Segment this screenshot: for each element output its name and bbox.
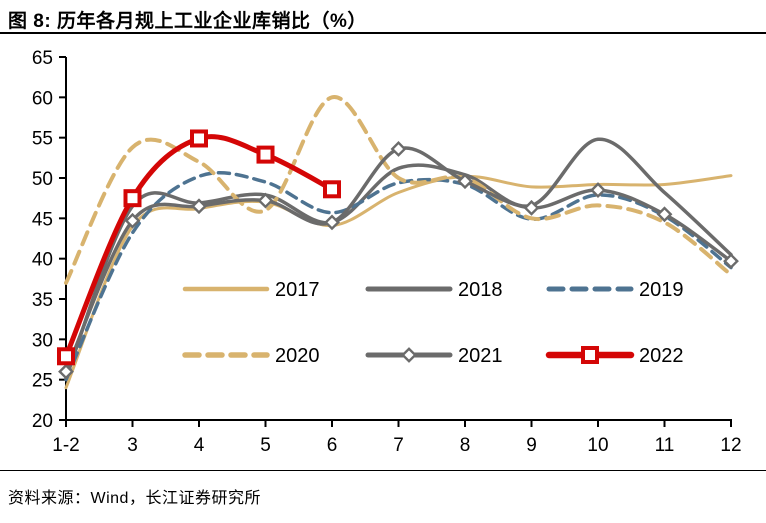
series-line-2021 bbox=[64, 146, 733, 374]
legend-label-2019: 2019 bbox=[639, 279, 684, 301]
diamond-marker bbox=[590, 182, 606, 199]
y-tick-label: 20 bbox=[32, 411, 53, 432]
x-tick-label: 10 bbox=[587, 435, 608, 456]
y-tick-label: 60 bbox=[32, 88, 53, 109]
series-2018 bbox=[64, 137, 733, 380]
legend-label-2020: 2020 bbox=[275, 345, 320, 367]
x-tick-label: 11 bbox=[655, 435, 675, 456]
x-tick-label: 1-2 bbox=[52, 435, 79, 456]
x-tick-label: 7 bbox=[393, 435, 404, 456]
series-2020 bbox=[64, 95, 733, 285]
square-marker bbox=[323, 180, 341, 199]
y-tick-label: 25 bbox=[32, 371, 53, 392]
y-tick-label: 40 bbox=[32, 250, 53, 271]
series-2022 bbox=[57, 129, 341, 366]
diamond-marker bbox=[191, 198, 207, 215]
diamond-marker bbox=[257, 192, 274, 209]
y-tick-label: 55 bbox=[32, 129, 53, 150]
diamond-marker bbox=[124, 212, 141, 229]
x-tick-label: 8 bbox=[460, 435, 471, 456]
legend-item-2020: 2020 bbox=[182, 345, 320, 367]
diamond-marker bbox=[390, 141, 407, 157]
legend-item-2019: 2019 bbox=[546, 279, 684, 301]
series-line-2022 bbox=[63, 134, 335, 359]
x-tick-label: 5 bbox=[260, 435, 271, 456]
diamond-marker bbox=[723, 253, 739, 270]
y-tick-label: 45 bbox=[32, 209, 53, 230]
legend-label-2018: 2018 bbox=[458, 279, 503, 301]
y-tick-label: 30 bbox=[32, 330, 53, 351]
legend-label-2017: 2017 bbox=[275, 279, 320, 301]
legend-label-2021: 2021 bbox=[458, 345, 503, 367]
diamond-marker bbox=[523, 199, 540, 216]
x-tick-label: 9 bbox=[526, 435, 537, 456]
x-tick-label: 3 bbox=[127, 435, 138, 456]
chart-figure: 65 60 55 50 45 40 35 30 25 20 1-2 3 4 5 6 7 8 9 10 11 12 2017… bbox=[0, 34, 766, 470]
y-tick-label: 35 bbox=[32, 290, 53, 311]
square-marker bbox=[57, 347, 75, 366]
y-tick-label: 50 bbox=[32, 169, 53, 190]
legend-item-2017: 2017 bbox=[182, 279, 320, 301]
legend-item-2021: 2021 bbox=[365, 345, 503, 367]
square-marker bbox=[581, 346, 599, 364]
square-marker bbox=[256, 145, 275, 164]
diamond-marker bbox=[401, 347, 417, 363]
diamond-marker bbox=[58, 363, 74, 380]
x-tick-label: 12 bbox=[720, 435, 741, 456]
series-2021 bbox=[58, 141, 739, 380]
series-line-2018 bbox=[64, 137, 733, 380]
x-tick-label: 6 bbox=[327, 435, 338, 456]
diamond-marker bbox=[656, 206, 673, 223]
legend-item-2018: 2018 bbox=[365, 279, 503, 301]
figure-title: 图 8: 历年各月规上工业企业库销比（%） bbox=[0, 0, 766, 34]
diamond-marker bbox=[324, 214, 340, 231]
source-note: 资料来源：Wind，长江证券研究所 bbox=[0, 470, 766, 508]
square-marker bbox=[190, 129, 208, 148]
diamond-marker bbox=[457, 173, 473, 190]
square-marker bbox=[123, 189, 142, 208]
legend-item-2022: 2022 bbox=[545, 345, 684, 367]
x-tick-label: 4 bbox=[194, 435, 205, 456]
series-line-2020 bbox=[64, 95, 733, 285]
y-tick-label: 65 bbox=[32, 48, 53, 69]
legend-label-2022: 2022 bbox=[639, 345, 684, 367]
